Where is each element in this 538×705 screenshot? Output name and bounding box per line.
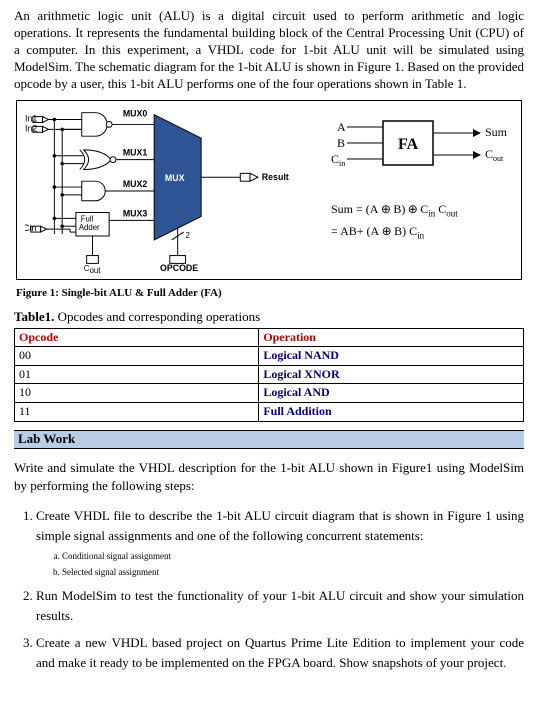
fa-equation-2: = AB+ (A ⊕ B) Cin <box>331 224 513 242</box>
svg-text:2: 2 <box>185 231 189 240</box>
step-2: Run ModelSim to test the functionality o… <box>36 586 524 626</box>
table-caption: Table1. Opcodes and corresponding operat… <box>14 309 524 326</box>
figure-caption: Figure 1: Single-bit ALU & Full Adder (F… <box>16 286 524 300</box>
svg-text:Result: Result <box>262 173 289 183</box>
substep-a: Conditional signal assignment <box>62 550 524 564</box>
steps-list: Create VHDL file to describe the 1-bit A… <box>14 506 524 673</box>
table-row: 11 Full Addition <box>15 403 524 422</box>
svg-text:MUX: MUX <box>165 174 185 184</box>
svg-text:MUX2: MUX2 <box>123 180 148 190</box>
table-row: 00 Logical NAND <box>15 347 524 366</box>
svg-text:MUX0: MUX0 <box>123 109 148 119</box>
substep-b: Selected signal assignment <box>62 566 524 580</box>
header-opcode: Opcode <box>15 328 259 347</box>
svg-text:out: out <box>90 267 102 274</box>
fa-block: FA A B C in Sum C out Sum = (A ⊕ B) ⊕ Ci… <box>313 107 513 242</box>
svg-text:In1: In1 <box>25 114 37 124</box>
table-header-row: Opcode Operation <box>15 328 524 347</box>
svg-text:FA: FA <box>398 136 419 153</box>
svg-text:C: C <box>331 152 339 166</box>
svg-text:A: A <box>337 120 346 134</box>
svg-text:in: in <box>339 159 345 168</box>
labwork-body: Write and simulate the VHDL description … <box>14 459 524 497</box>
svg-text:out: out <box>493 154 504 163</box>
table-row: 10 Logical AND <box>15 384 524 403</box>
intro-paragraph: An arithmetic logic unit (ALU) is a digi… <box>14 8 524 92</box>
svg-text:Adder: Adder <box>79 224 100 233</box>
svg-text:In2: In2 <box>25 124 37 134</box>
step-3: Create a new VHDL based project on Quart… <box>36 633 524 673</box>
svg-text:Cin: Cin <box>25 224 36 234</box>
svg-text:MUX1: MUX1 <box>123 148 148 158</box>
svg-text:MUX3: MUX3 <box>123 209 148 219</box>
alu-schematic: In1 In2 Cin MUX0 <box>25 107 299 273</box>
table-row: 01 Logical XNOR <box>15 365 524 384</box>
svg-text:C: C <box>485 147 493 161</box>
step-1: Create VHDL file to describe the 1-bit A… <box>36 506 524 580</box>
fa-equation-1: Sum = (A ⊕ B) ⊕ Cin Cout <box>331 202 513 220</box>
svg-text:Full: Full <box>81 215 94 224</box>
figure-1: In1 In2 Cin MUX0 <box>16 100 522 280</box>
svg-text:OPCODE: OPCODE <box>160 264 198 274</box>
labwork-heading: Lab Work <box>14 430 524 449</box>
header-operation: Operation <box>259 328 524 347</box>
substeps: Conditional signal assignment Selected s… <box>36 550 524 580</box>
svg-text:B: B <box>337 136 345 150</box>
opcode-table: Opcode Operation 00 Logical NAND 01 Logi… <box>14 328 524 422</box>
svg-text:Sum: Sum <box>485 125 508 139</box>
